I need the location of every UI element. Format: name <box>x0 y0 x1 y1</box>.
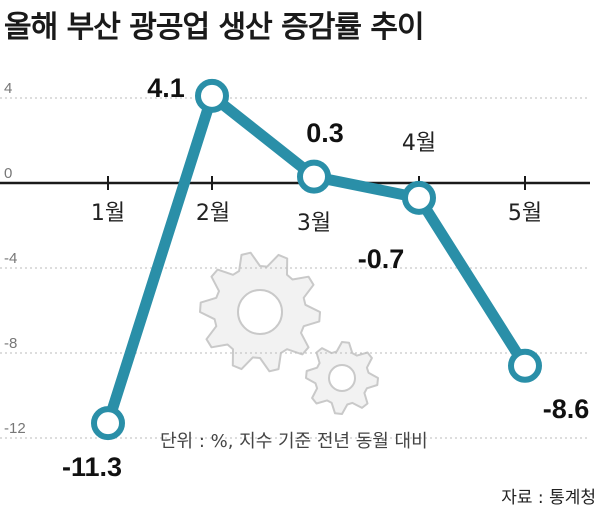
data-point <box>91 406 125 441</box>
chart-title: 올해 부산 광공업 생산 증감률 추이 <box>4 10 425 45</box>
x-category-label: 3월 <box>297 211 331 236</box>
unit-note: 단위 : %, 지수 기준 전년 동월 대비 <box>160 431 428 452</box>
x-category-label: 1월 <box>91 201 125 226</box>
y-tick-label: -8 <box>4 335 17 352</box>
small-gear-icon-hole <box>328 364 356 392</box>
y-tick-label: -4 <box>4 250 17 267</box>
y-tick-label: 0 <box>4 165 12 182</box>
data-point <box>297 159 331 194</box>
x-category-label: 4월 <box>402 131 436 156</box>
data-label: -8.6 <box>543 394 590 424</box>
large-gear-icon-hole <box>237 289 283 335</box>
data-point <box>402 180 436 215</box>
data-label: 4.1 <box>147 73 185 103</box>
y-tick-label: 4 <box>4 80 12 97</box>
x-category-label: 5월 <box>508 201 542 226</box>
data-label: -11.3 <box>62 452 122 482</box>
data-point <box>508 348 542 383</box>
source-note: 자료 : 통계청 <box>501 488 596 508</box>
data-label: 0.3 <box>306 118 344 148</box>
large-gear-icon <box>199 251 321 373</box>
small-gear-icon <box>305 341 379 415</box>
x-category-label: 2월 <box>196 201 230 226</box>
data-label: -0.7 <box>358 244 405 274</box>
data-point <box>195 78 229 113</box>
y-tick-label: -12 <box>4 420 26 437</box>
